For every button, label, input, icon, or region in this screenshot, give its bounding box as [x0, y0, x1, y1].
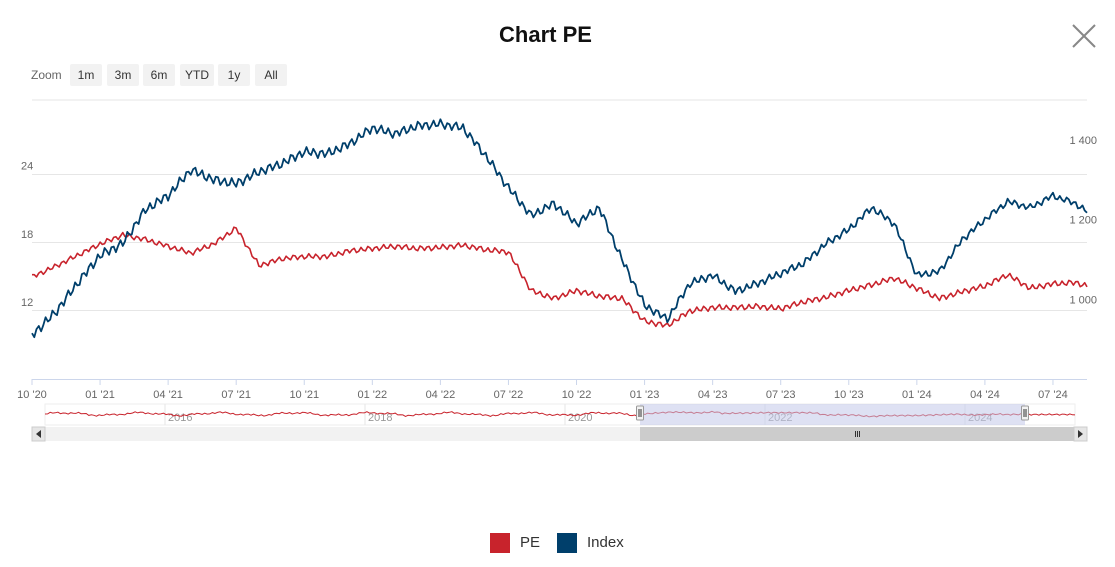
series-line-index — [31, 118, 1088, 339]
legend-label-pe: PE — [520, 534, 541, 551]
chart-title: Chart PE — [499, 22, 592, 47]
legend-item-pe[interactable]: PE — [490, 532, 550, 554]
legend-swatch-index — [557, 533, 577, 553]
x-tick-label: 04 '22 — [426, 389, 456, 401]
y-left-tick-label: 12 — [21, 297, 33, 309]
zoom-all-button[interactable]: All — [255, 64, 287, 86]
legend-swatch-pe — [490, 533, 510, 553]
zoom-label: Zoom — [31, 68, 62, 82]
x-tick-label: 07 '23 — [766, 389, 796, 401]
handle-box — [636, 405, 644, 421]
y-right-tick-label: 1 200 — [1069, 215, 1097, 227]
legend: PE Index — [0, 532, 1115, 556]
y-left-tick-label: 18 — [21, 229, 33, 241]
handle-box — [1021, 405, 1029, 421]
arrow-right-icon — [1078, 430, 1083, 438]
navigator-handle-left[interactable] — [636, 405, 644, 421]
x-tick-label: 04 '21 — [153, 389, 183, 401]
x-tick-label: 10 '22 — [562, 389, 592, 401]
zoom-1m-button[interactable]: 1m — [70, 64, 102, 86]
legend-label-index: Index — [587, 534, 624, 551]
x-tick-label: 10 '21 — [289, 389, 319, 401]
x-tick-label: 01 '24 — [902, 389, 932, 401]
scroll-right-button[interactable] — [1073, 426, 1088, 442]
x-tick-label: 01 '22 — [358, 389, 388, 401]
close-icon — [1072, 24, 1096, 48]
legend-item-index[interactable]: Index — [557, 532, 637, 554]
x-tick-label: 10 '20 — [17, 389, 47, 401]
chart-area: 12 18 24 1 000 1 200 1 400 10 '20 01 '21 04 '2… — [17, 99, 1097, 442]
navigator-selected-range[interactable] — [640, 404, 1025, 425]
zoom-6m-button[interactable]: 6m — [143, 64, 175, 86]
x-tick-label: 04 '24 — [970, 389, 1000, 401]
x-tick-label: 04 '23 — [698, 389, 728, 401]
zoom-3m-button[interactable]: 3m — [107, 64, 139, 86]
y-right-tick-label: 1 000 — [1069, 294, 1097, 306]
scroll-left-button[interactable] — [31, 426, 46, 442]
y-right-tick-label: 1 400 — [1069, 135, 1097, 147]
x-tick-label: 01 '21 — [85, 389, 115, 401]
x-tick-label: 07 '21 — [221, 389, 251, 401]
x-tick-label: 07 '22 — [494, 389, 524, 401]
arrow-left-icon — [36, 430, 41, 438]
x-tick-label: 10 '23 — [834, 389, 864, 401]
series-line-pe — [32, 226, 1088, 328]
navigator-year-label: 2018 — [368, 412, 392, 424]
navigator-handle-right[interactable] — [1021, 405, 1029, 421]
x-tick-label: 07 '24 — [1038, 389, 1068, 401]
zoom-ytd-button[interactable]: YTD — [180, 64, 214, 86]
y-left-tick-label: 24 — [21, 161, 33, 173]
x-tick-label: 01 '23 — [630, 389, 660, 401]
navigator-year-label: 2020 — [568, 412, 592, 424]
zoom-1y-button[interactable]: 1y — [218, 64, 250, 86]
grip-icon — [855, 431, 860, 437]
close-button[interactable] — [1069, 21, 1099, 51]
navigator-year-label: 2016 — [168, 412, 192, 424]
